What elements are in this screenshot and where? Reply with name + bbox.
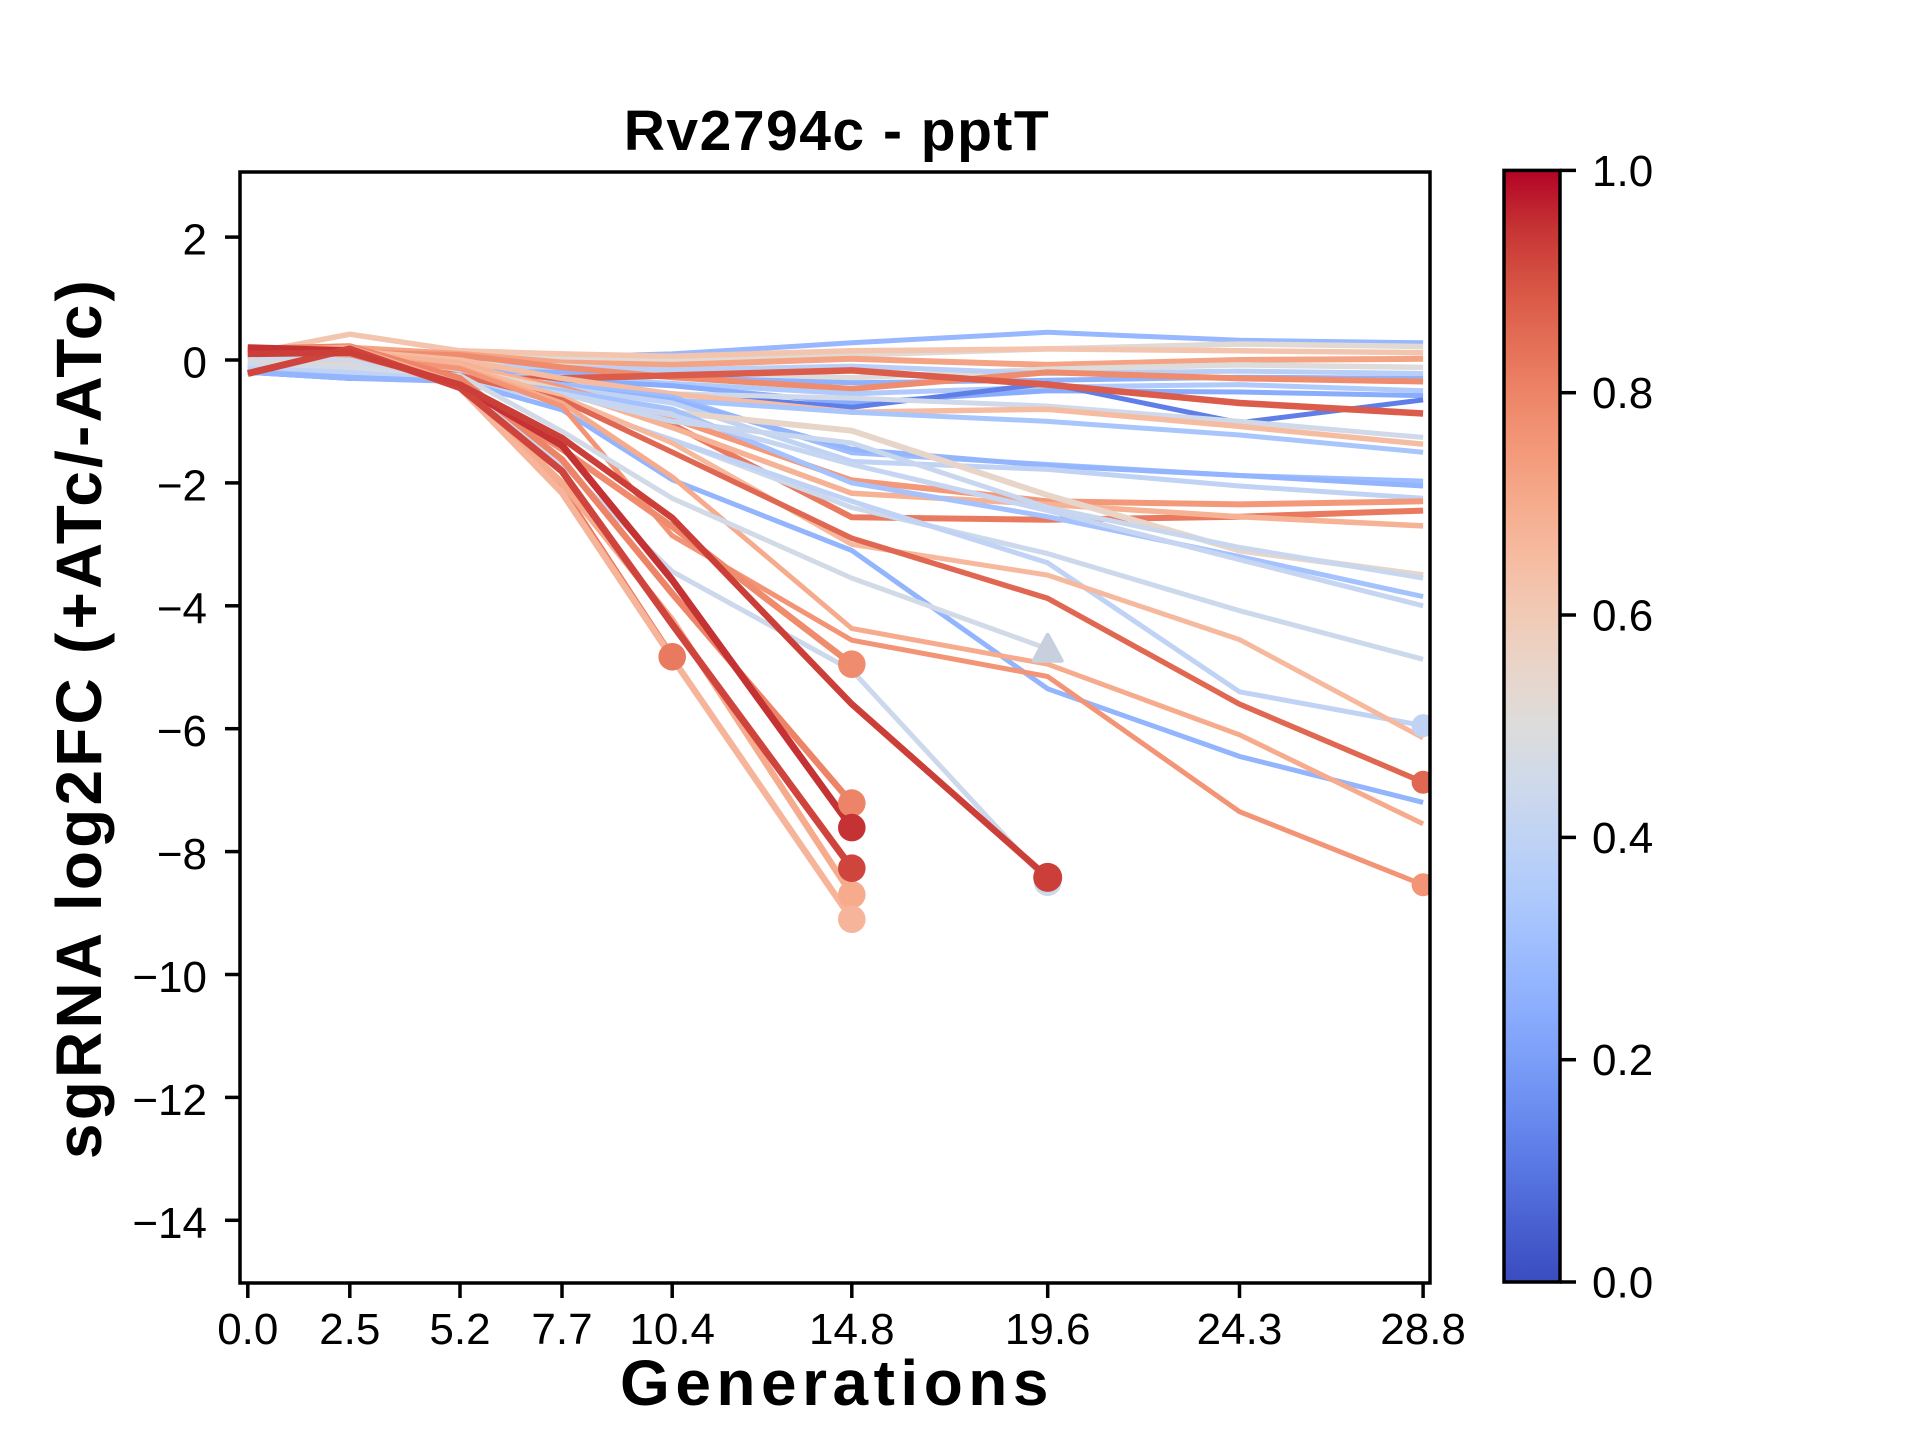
svg-text:24.3: 24.3 [1197, 1305, 1283, 1354]
svg-text:5.2: 5.2 [429, 1305, 490, 1354]
svg-text:14.8: 14.8 [809, 1305, 895, 1354]
svg-text:−6: −6 [157, 707, 207, 756]
svg-text:19.6: 19.6 [1005, 1305, 1091, 1354]
svg-text:Generations: Generations [620, 1347, 1054, 1419]
svg-text:0.0: 0.0 [1592, 1259, 1653, 1308]
svg-text:−8: −8 [157, 830, 207, 879]
svg-text:−10: −10 [132, 953, 207, 1002]
svg-text:0.8: 0.8 [1592, 369, 1653, 418]
svg-text:0.0: 0.0 [217, 1305, 278, 1354]
svg-text:−4: −4 [157, 584, 207, 633]
svg-text:2: 2 [183, 216, 207, 265]
svg-text:7.7: 7.7 [531, 1305, 592, 1354]
svg-text:0.4: 0.4 [1592, 814, 1653, 863]
svg-text:sgRNA log2FC (+ATc/-ATc): sgRNA log2FC (+ATc/-ATc) [43, 277, 115, 1159]
svg-text:Rv2794c - pptT: Rv2794c - pptT [624, 99, 1050, 163]
svg-text:1.0: 1.0 [1592, 147, 1653, 196]
svg-text:2.5: 2.5 [319, 1305, 380, 1354]
svg-text:0: 0 [183, 339, 207, 388]
svg-text:0.6: 0.6 [1592, 592, 1653, 641]
svg-text:10.4: 10.4 [629, 1305, 715, 1354]
svg-text:−12: −12 [132, 1076, 207, 1125]
svg-text:−14: −14 [132, 1199, 207, 1248]
svg-text:28.8: 28.8 [1380, 1305, 1466, 1354]
svg-text:0.2: 0.2 [1592, 1036, 1653, 1085]
svg-text:−2: −2 [157, 461, 207, 510]
